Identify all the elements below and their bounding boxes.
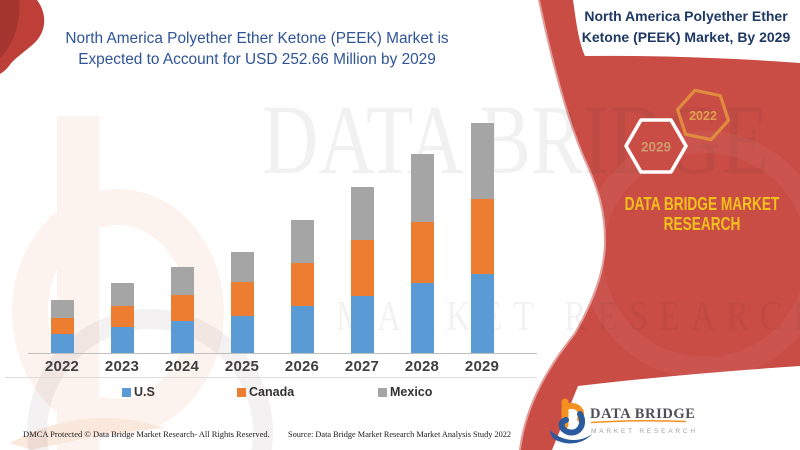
svg-text:MARKET RESEARCH: MARKET RESEARCH: [591, 428, 698, 435]
svg-text:DATA BRIDGE: DATA BRIDGE: [262, 85, 769, 195]
svg-text:2022: 2022: [689, 109, 717, 123]
svg-text:MARKET RESEARCH: MARKET RESEARCH: [336, 294, 800, 340]
svg-text:DATA BRIDGE: DATA BRIDGE: [590, 406, 696, 422]
svg-text:2029: 2029: [641, 140, 671, 155]
